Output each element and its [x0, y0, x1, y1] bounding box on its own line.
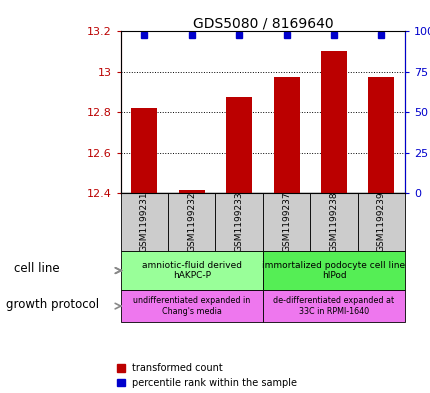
Bar [368, 77, 393, 193]
Text: growth protocol: growth protocol [6, 298, 99, 310]
Text: cell line: cell line [15, 262, 60, 275]
FancyBboxPatch shape [120, 251, 262, 290]
Text: GSM1199238: GSM1199238 [329, 192, 338, 252]
Bar [178, 190, 204, 193]
Text: de-differentiated expanded at
33C in RPMI-1640: de-differentiated expanded at 33C in RPM… [273, 296, 394, 316]
FancyBboxPatch shape [310, 193, 357, 251]
Title: GDS5080 / 8169640: GDS5080 / 8169640 [192, 16, 332, 30]
Text: immortalized podocyte cell line
hIPod: immortalized podocyte cell line hIPod [262, 261, 405, 280]
FancyBboxPatch shape [120, 193, 168, 251]
Text: GSM1199232: GSM1199232 [187, 192, 196, 252]
Text: GSM1199233: GSM1199233 [234, 192, 243, 252]
FancyBboxPatch shape [262, 193, 310, 251]
FancyBboxPatch shape [168, 193, 215, 251]
Text: GSM1199237: GSM1199237 [282, 192, 290, 252]
Text: amniotic-fluid derived
hAKPC-P: amniotic-fluid derived hAKPC-P [141, 261, 241, 280]
Bar [131, 108, 157, 193]
FancyBboxPatch shape [262, 251, 404, 290]
FancyBboxPatch shape [215, 193, 262, 251]
Legend: transformed count, percentile rank within the sample: transformed count, percentile rank withi… [117, 363, 297, 388]
FancyBboxPatch shape [357, 193, 404, 251]
Text: undifferentiated expanded in
Chang's media: undifferentiated expanded in Chang's med… [133, 296, 250, 316]
FancyBboxPatch shape [262, 290, 404, 322]
Bar [320, 51, 346, 193]
FancyBboxPatch shape [120, 290, 262, 322]
Bar [226, 97, 252, 193]
Text: GSM1199231: GSM1199231 [140, 192, 148, 252]
Bar [273, 77, 299, 193]
Text: GSM1199239: GSM1199239 [376, 192, 385, 252]
